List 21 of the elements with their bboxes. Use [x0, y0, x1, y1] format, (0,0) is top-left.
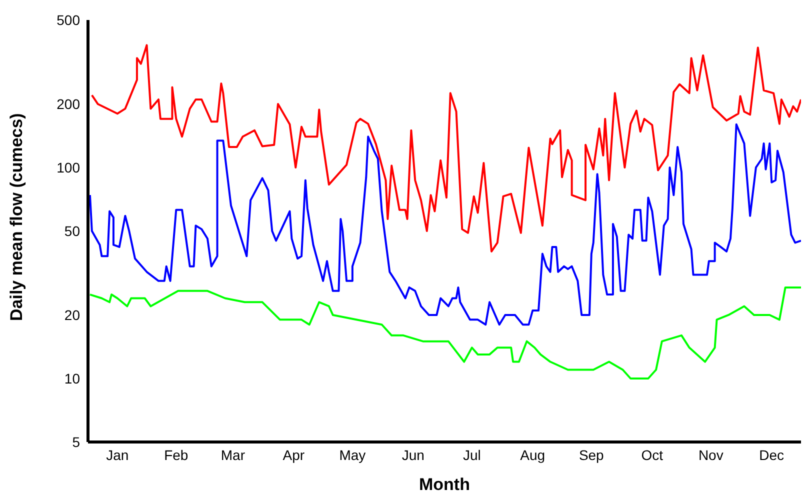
y-tick-label: 20 [64, 306, 80, 323]
x-tick-label: Jun [402, 446, 424, 463]
x-tick-label: May [339, 446, 366, 463]
x-tick-label: Feb [164, 446, 188, 463]
x-tick-label: Dec [759, 446, 784, 463]
y-tick-label: 500 [56, 12, 80, 28]
x-tick-label: Oct [641, 446, 664, 463]
x-tick-label: Jan [106, 446, 129, 463]
x-tick-label: Sep [578, 446, 604, 463]
x-axis-title: Month [419, 475, 470, 494]
y-tick-label: 100 [56, 159, 80, 176]
x-tick-label: Mar [220, 446, 246, 463]
y-tick-label: 10 [64, 370, 80, 386]
x-tick-label: Apr [282, 446, 305, 463]
x-tick-label: Aug [520, 446, 546, 463]
y-tick-label: 200 [56, 96, 80, 112]
x-tick-label: Nov [698, 446, 724, 463]
y-axis-title: Daily mean flow (cumecs) [7, 113, 26, 321]
y-tick-label: 50 [64, 222, 80, 239]
y-tick-label: 5 [72, 434, 80, 450]
x-tick-label: Jul [462, 446, 481, 463]
